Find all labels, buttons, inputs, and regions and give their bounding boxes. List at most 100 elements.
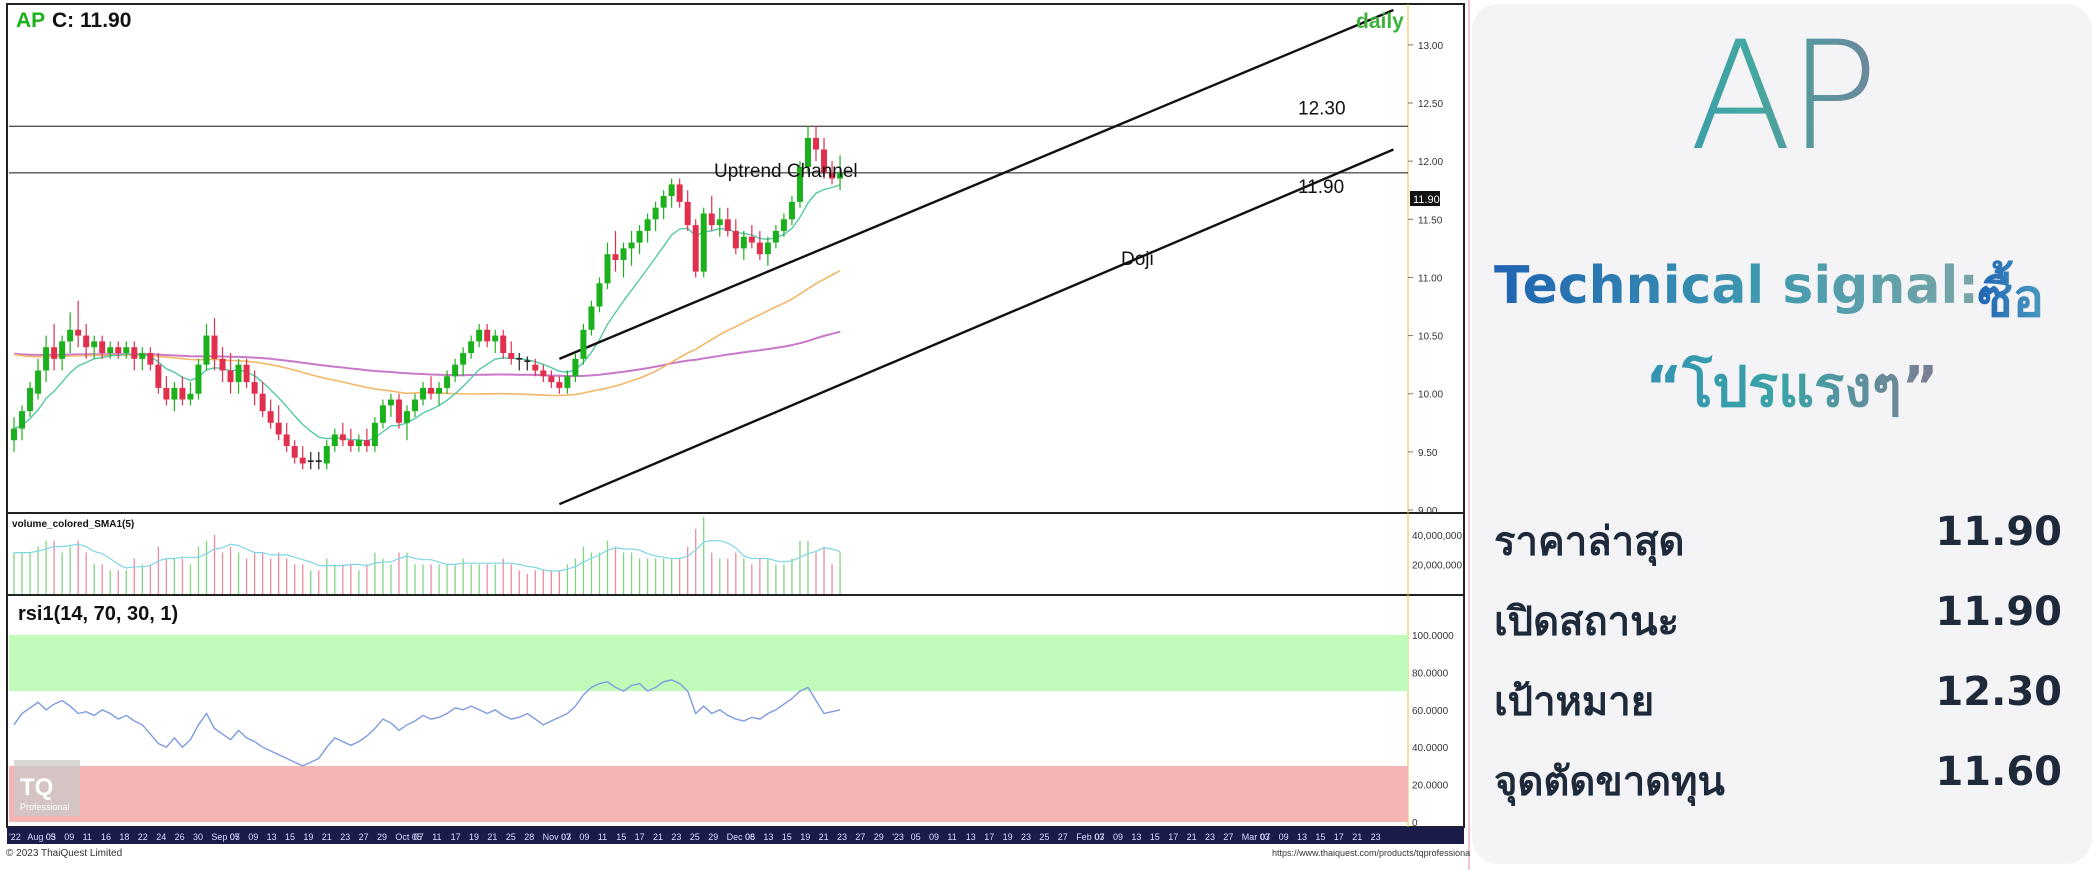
price-tick-label: 12.00 (1418, 157, 1443, 168)
candle-body (107, 347, 114, 354)
x-tick-label: 17 (635, 832, 645, 842)
candle-body (147, 353, 154, 365)
x-tick-label: 13 (966, 832, 976, 842)
x-tick-label: 09 (929, 832, 939, 842)
candle-body (724, 219, 731, 231)
candle-body (379, 405, 386, 423)
uptrend-channel-line (558, 8, 1394, 360)
candle-body (51, 347, 58, 359)
candle-body (283, 434, 290, 447)
x-tick-label: 28 (524, 832, 534, 842)
candle-body (355, 440, 362, 447)
candle-body (299, 457, 306, 464)
candle-body (732, 230, 739, 249)
signal-note: “โปรแรงๆ” (1472, 342, 2092, 431)
x-tick-label: 13 (1297, 832, 1307, 842)
price-tick-label: 9.00 (1418, 506, 1438, 517)
x-tick-label: 27 (1223, 832, 1233, 842)
x-tick-label: 18 (119, 832, 129, 842)
x-tick-label: 09 (1113, 832, 1123, 842)
timeframe-label: daily (1356, 10, 1404, 33)
candle-body (331, 434, 338, 447)
x-tick-label: 19 (469, 832, 479, 842)
stock-chart-area: 13.00 12.50 12.00 11.50 11.00 10.50 10.00 9.50 9… (6, 0, 1470, 870)
candle-body (323, 446, 330, 464)
candle-body (636, 230, 643, 243)
volume-tick-label: 20,000,000 (1412, 560, 1462, 571)
candle-body (387, 399, 394, 406)
candle-body (588, 306, 595, 330)
candle-body (532, 364, 539, 371)
x-tick-label: 23 (340, 832, 350, 842)
candle-body (275, 422, 282, 435)
x-tick-label: 08 (745, 832, 755, 842)
candle-body (163, 387, 170, 400)
x-tick-label: 09 (248, 832, 258, 842)
candle-body (35, 370, 42, 394)
x-tick-label: 17 (451, 832, 461, 842)
candle-body (508, 353, 515, 359)
price-tick-label: 10.00 (1418, 390, 1443, 401)
x-tick-label: 11 (598, 832, 607, 842)
candle-body (59, 341, 66, 359)
x-tick-label: 07 (414, 832, 424, 842)
signal-label: Technical signal: (1494, 256, 1980, 316)
candle-body (492, 335, 499, 342)
x-tick-label: 09 (579, 832, 589, 842)
x-tick-label: 21 (487, 832, 497, 842)
x-tick-label: 11 (83, 832, 92, 842)
x-tick-label: 07 (1095, 832, 1105, 842)
x-tick-label: 15 (1150, 832, 1160, 842)
candle-body (436, 387, 443, 394)
rsi-tick-label: 40.0000 (1412, 743, 1449, 754)
candle-body (548, 376, 555, 383)
candle-body (540, 370, 547, 377)
last-price-tag: 11.90 (1413, 194, 1440, 206)
rsi-tick-label: 60.0000 (1412, 706, 1449, 717)
stat-label: จุดตัดขาดทุน (1494, 759, 1725, 805)
x-tick-label: 21 (322, 832, 332, 842)
x-tick-label: 25 (506, 832, 516, 842)
candle-body (444, 376, 451, 388)
x-tick-label: 19 (303, 832, 313, 842)
candle-body (652, 207, 659, 220)
candle-body (796, 166, 803, 202)
candle-body (756, 242, 763, 255)
stat-value: 11.60 (1935, 749, 2062, 795)
stat-entry: เปิดสถานะ 11.90 (1494, 589, 2062, 669)
ap-logo: AP (1472, 22, 2092, 172)
stat-stop-loss: จุดตัดขาดทุน 11.60 (1494, 749, 2062, 829)
x-tick-label: 09 (64, 832, 74, 842)
candle-body (211, 335, 218, 359)
x-tick-label: 15 (616, 832, 626, 842)
candle-body (227, 370, 234, 383)
x-tick-label: 29 (377, 832, 387, 842)
stat-value: 11.90 (1935, 509, 2062, 555)
x-tick-label: 23 (1371, 832, 1381, 842)
candle-body (11, 428, 17, 441)
candle-body (91, 341, 98, 348)
x-tick-label: 07 (230, 832, 240, 842)
candle-body (219, 358, 226, 371)
resistance-line-label: 12.30 (1298, 98, 1346, 119)
x-tick-label: 09 (1279, 832, 1289, 842)
x-tick-label: 27 (359, 832, 369, 842)
candle-body (829, 172, 836, 179)
stat-target: เป้าหมาย 12.30 (1494, 669, 2062, 749)
x-tick-label: 23 (671, 832, 681, 842)
candle-body (420, 387, 427, 400)
candle-body (748, 236, 755, 243)
candle-body (267, 411, 274, 423)
symbol-label: AP (16, 9, 45, 32)
candle-body (700, 213, 707, 272)
tq-watermark-sub: Professional (20, 802, 70, 812)
x-tick-label: 27 (855, 832, 865, 842)
signal-value: ซื้อ (1977, 256, 2044, 339)
uptrend-channel-annotation: Uptrend Channel (714, 161, 858, 182)
candle-body (580, 329, 587, 359)
candle-body (187, 393, 194, 400)
stat-label: เป้าหมาย (1494, 679, 1655, 725)
close-price-label: C: 11.90 (52, 9, 131, 32)
candle-body (764, 242, 771, 255)
candle-body (740, 236, 747, 249)
